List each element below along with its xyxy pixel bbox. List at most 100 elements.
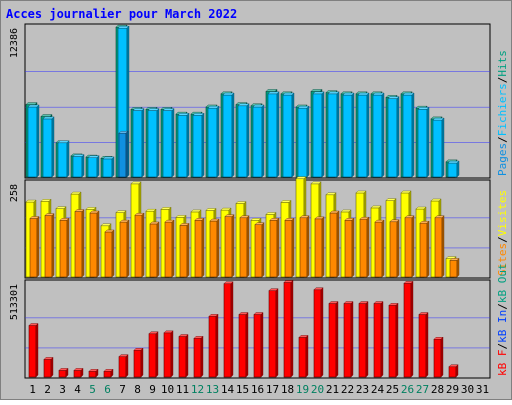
sites-bar-face [119, 221, 128, 278]
kbf-bar [358, 301, 369, 378]
day-tick-label: 16 [251, 383, 264, 396]
kbf-bar-side [455, 364, 459, 378]
kbf-bar-face [223, 283, 232, 378]
files-bar-face [417, 109, 428, 178]
kbf-bar-side [50, 356, 54, 378]
kbf-bar-side [80, 367, 84, 378]
files-bar [132, 108, 145, 178]
day-tick-label: 8 [134, 383, 141, 396]
files-bar-side [201, 112, 205, 178]
kbf-bar [298, 334, 309, 378]
kbf-bar [208, 313, 219, 378]
sites-bar [359, 216, 370, 278]
legend-entry: Sites [496, 243, 509, 276]
files-bar-face [192, 115, 203, 178]
sites-bar-side [156, 221, 160, 278]
sites-bar-face [389, 221, 398, 278]
kbf-bar [88, 368, 99, 378]
sites-bar-side [411, 215, 415, 278]
sites-bar [224, 214, 235, 278]
kbf-bar-face [253, 314, 262, 378]
files-bar-side [381, 92, 385, 178]
kbf-bar-face [298, 337, 307, 378]
files-bar [147, 108, 160, 178]
files-bar-face [312, 93, 323, 178]
files-bar [237, 103, 250, 178]
sites-bar [119, 219, 130, 278]
kbf-bar-side [305, 334, 309, 378]
legend-entry: Fichiers [496, 83, 509, 136]
kbf-bar [253, 312, 264, 378]
sites-bar-face [359, 218, 368, 278]
kbf-bar [328, 301, 339, 378]
kbf-bar-side [425, 312, 429, 378]
kbf-bar [148, 331, 159, 378]
kbf-bar [448, 364, 459, 378]
files-bar [432, 117, 445, 178]
files-bar-side [426, 106, 430, 178]
kbf-bar [28, 323, 39, 378]
day-tick-label: 22 [341, 383, 354, 396]
kbf-bar-side [185, 334, 189, 378]
day-tick-label: 31 [476, 383, 489, 396]
sites-bar-side [366, 216, 370, 278]
files-bar-side [171, 108, 175, 178]
sites-bar [434, 215, 445, 278]
files-bar-side [141, 108, 145, 178]
y-max-label: 12386 [9, 28, 20, 58]
files-bar-side [261, 104, 265, 178]
files-bar-face [177, 115, 188, 178]
files-bar [102, 156, 115, 178]
sites-bar-side [381, 219, 385, 278]
files-bar-face [297, 107, 308, 178]
y-max-label: 258 [9, 184, 20, 202]
files-bar [252, 104, 265, 178]
legend-hits-files-pages: Pages/Fichiers/Hits [496, 50, 509, 176]
sites-bar-face [269, 220, 278, 278]
kbf-bar-side [275, 288, 279, 378]
files-bar-face [72, 156, 83, 178]
files-bar-side [111, 156, 115, 178]
kbf-bar-face [358, 303, 367, 378]
files-bar-face [282, 94, 293, 178]
kbf-bar-face [208, 316, 217, 378]
files-bar-face [387, 98, 398, 178]
kbf-bar [388, 302, 399, 378]
sites-bar [269, 217, 280, 278]
files-bar [57, 140, 70, 178]
files-bar-face [207, 107, 218, 178]
files-bar [177, 112, 190, 178]
kbf-bar [163, 330, 174, 378]
files-bar-side [456, 160, 460, 178]
sites-bar-face [434, 217, 443, 278]
legend-separator: / [496, 303, 509, 310]
legend-entry: Visites [496, 190, 509, 236]
kbf-bar [118, 354, 129, 378]
kbf-bar-face [448, 366, 457, 378]
kbf-bar-face [58, 370, 67, 378]
sites-bar-side [351, 217, 355, 278]
files-bar-face [102, 158, 113, 178]
kbf-bar-side [65, 367, 69, 378]
sites-bar-side [186, 222, 190, 278]
sites-bar-side [456, 257, 460, 278]
sites-bar-side [51, 213, 55, 278]
legend-entry: kB In [496, 310, 509, 343]
pages-bar-face [118, 132, 127, 178]
sites-bar-side [396, 219, 400, 278]
sites-bar-side [201, 217, 205, 278]
sites-bar-side [261, 222, 265, 278]
legend-separator: / [496, 343, 509, 350]
kbf-bar [223, 281, 234, 378]
kbf-bar-side [380, 301, 384, 378]
sites-bar-side [426, 220, 430, 278]
day-tick-label: 27 [416, 383, 429, 396]
kbf-bar-side [245, 312, 249, 378]
kbf-bar-face [73, 370, 82, 378]
day-tick-label: 4 [74, 383, 81, 396]
sites-bar [29, 215, 40, 278]
kbf-bar-side [440, 336, 444, 378]
files-bar-face [87, 157, 98, 178]
sites-bar-side [336, 210, 340, 278]
files-bar-side [96, 155, 100, 178]
